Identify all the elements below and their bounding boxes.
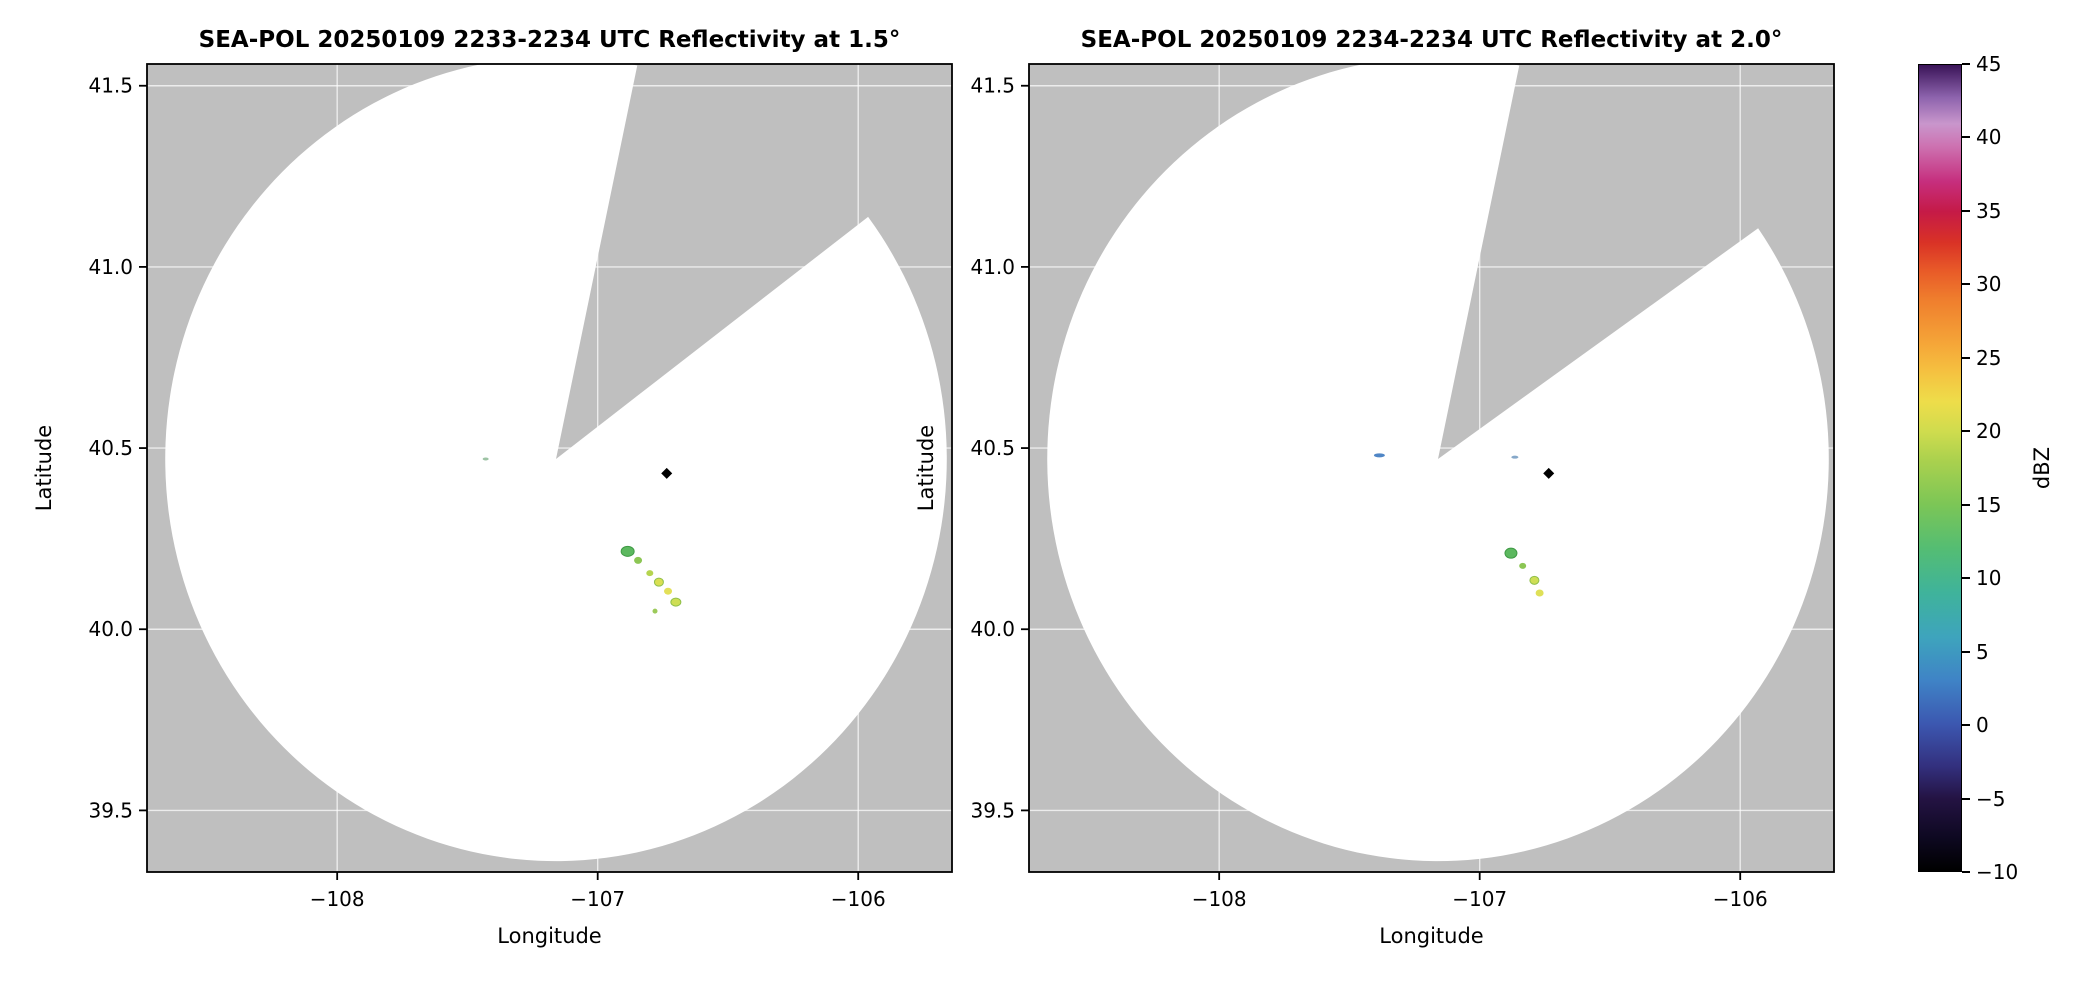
colorbar-tick-label: 45 (1976, 52, 2002, 76)
reflectivity-echo (1373, 453, 1385, 458)
colorbar-tick-label: 20 (1976, 419, 2002, 444)
reflectivity-echo (653, 577, 664, 587)
x-tick-label: −107 (570, 887, 625, 911)
data-layer (1029, 64, 1834, 872)
reflectivity-echo (1535, 589, 1544, 597)
colorbar-tick (1962, 136, 1970, 139)
radar-coverage-area (1047, 64, 1829, 862)
y-tick-label: 40.0 (88, 617, 133, 641)
reflectivity-echo (652, 608, 658, 614)
x-tick-label: −106 (1713, 887, 1768, 911)
colorbar-tick-label: −10 (1976, 860, 2019, 884)
colorbar-tick (1962, 209, 1970, 212)
colorbar-tick-label: −5 (1976, 786, 2006, 811)
y-axis-label-right: Latitude (914, 424, 938, 512)
colorbar: dBZ −10 −5 0 5 10 15 20 25 30 35 40 45 (1918, 52, 2096, 884)
reflectivity-echo (670, 597, 682, 607)
x-axis-label-right: Longitude (1379, 924, 1484, 948)
x-tick-label: −108 (1192, 887, 1247, 911)
colorbar-tick (1962, 650, 1970, 653)
axes-border (1028, 63, 1835, 873)
y-tick-label: 40.5 (88, 436, 133, 460)
colorbar-tick (1962, 430, 1970, 433)
y-tick-label: 41.5 (88, 74, 133, 98)
subplot-left: SEA-POL 20250109 2233-2234 UTC Reflectiv… (0, 0, 1000, 990)
colorbar-tick (1962, 871, 1970, 873)
colorbar-tick (1962, 283, 1970, 286)
x-tick-label: −107 (1452, 887, 1507, 911)
y-axis-label-left: Latitude (32, 424, 56, 512)
axes-border (146, 63, 953, 873)
colorbar-tick (1962, 577, 1970, 580)
radar-location-marker (1543, 467, 1555, 479)
y-tick-label: 39.5 (88, 798, 133, 822)
reflectivity-echo (620, 545, 635, 557)
plot-title-right: SEA-POL 20250109 2234-2234 UTC Reflectiv… (1080, 27, 1783, 53)
colorbar-tick-label: 10 (1976, 566, 2002, 591)
colorbar-tick-label: 25 (1976, 345, 2002, 370)
radar-ppi-plot-right: −108 −107 −106 39.5 40.0 40.5 41.0 41.5 (970, 63, 1835, 911)
subplot-right: SEA-POL 20250109 2234-2234 UTC Reflectiv… (882, 0, 1882, 990)
reflectivity-echo (1519, 562, 1527, 569)
colorbar-tick (1962, 356, 1970, 359)
colorbar-tick-label: 5 (1976, 639, 1989, 664)
plot-title-left: SEA-POL 20250109 2233-2234 UTC Reflectiv… (198, 27, 901, 53)
radar-ppi-plot-left: −108 −107 −106 39.5 40.0 40.5 41.0 41.5 (88, 63, 953, 911)
colorbar-tick-label: 0 (1976, 713, 1989, 738)
y-tick-label: 41.0 (88, 255, 133, 279)
data-layer (147, 64, 952, 872)
axes-right: −108 −107 −106 39.5 40.0 40.5 41.0 41.5 (970, 63, 1835, 911)
reflectivity-echo (1529, 575, 1540, 585)
reflectivity-echo (482, 457, 489, 461)
colorbar-tick-label: 30 (1976, 272, 2002, 297)
colorbar-tick (1962, 63, 1970, 65)
y-tick-label: 40.0 (970, 617, 1015, 641)
reflectivity-echo (646, 570, 654, 577)
y-tick-label: 41.5 (970, 74, 1015, 98)
reflectivity-echo (1511, 455, 1519, 459)
reflectivity-echo (634, 556, 643, 564)
colorbar-tick-label: 15 (1976, 492, 2002, 517)
colorbar-gradient (1918, 64, 1962, 872)
x-tick-label: −106 (831, 887, 886, 911)
x-axis-label-left: Longitude (497, 924, 602, 948)
colorbar-label: dBZ (2030, 446, 2054, 490)
reflectivity-echo (1504, 547, 1518, 559)
colorbar-tick-label: 35 (1976, 198, 2002, 223)
radar-location-marker (661, 467, 673, 479)
y-tick-label: 41.0 (970, 255, 1015, 279)
y-tick-label: 40.5 (970, 436, 1015, 460)
colorbar-tick (1962, 503, 1970, 506)
colorbar-tick (1962, 724, 1970, 727)
colorbar-tick (1962, 797, 1970, 800)
x-tick-label: −108 (310, 887, 365, 911)
radar-coverage-area (165, 64, 947, 862)
reflectivity-echo (664, 587, 673, 595)
axes-left: −108 −107 −106 39.5 40.0 40.5 41.0 41.5 (88, 63, 953, 911)
y-tick-label: 39.5 (970, 798, 1015, 822)
colorbar-tick-label: 40 (1976, 125, 2002, 150)
